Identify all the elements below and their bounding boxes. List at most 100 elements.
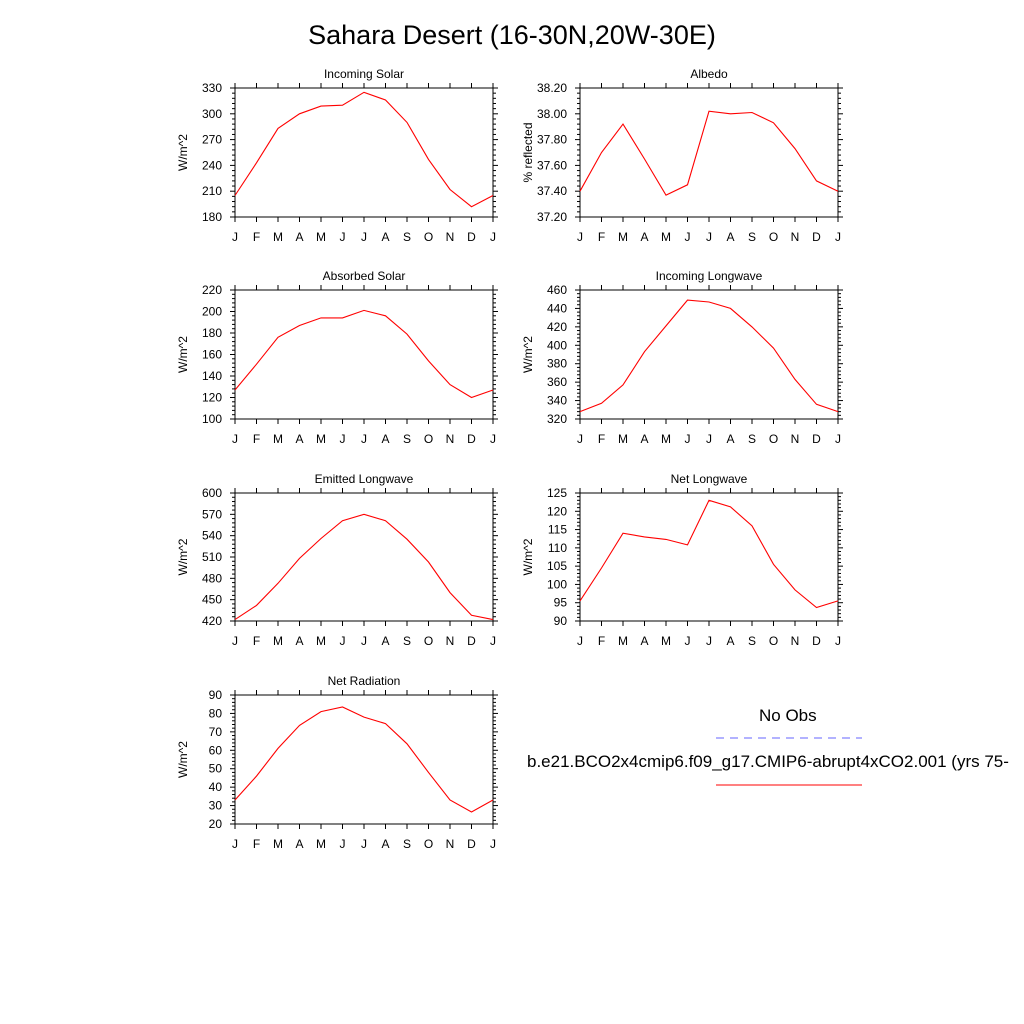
chart-panel-4: J F M A M J J A S O N D J320340360380400420440460Inc… xyxy=(521,269,843,446)
x-tick-label: A xyxy=(295,432,303,446)
chart-panel-3: J F M A M J J A S O N D J100120140160180200220Absorb… xyxy=(176,269,498,446)
x-tick-label: O xyxy=(424,634,433,648)
y-axis-label: W/m^2 xyxy=(521,336,535,373)
y-tick-label: 40 xyxy=(209,780,223,794)
x-tick-label: D xyxy=(467,230,476,244)
x-tick-label: J xyxy=(685,432,691,446)
panel-title: Net Radiation xyxy=(328,674,401,688)
y-tick-label: 600 xyxy=(202,486,222,500)
x-tick-label: J xyxy=(490,634,496,648)
x-tick-label: A xyxy=(381,837,389,851)
plot-frame xyxy=(579,289,839,420)
y-axis-label: W/m^2 xyxy=(176,336,190,373)
x-tick-label: J xyxy=(490,432,496,446)
x-tick-label: J xyxy=(232,230,238,244)
x-tick-label: A xyxy=(726,432,734,446)
x-tick-label: A xyxy=(726,230,734,244)
x-tick-label: M xyxy=(316,230,326,244)
y-tick-label: 400 xyxy=(547,338,567,352)
x-tick-label: O xyxy=(769,432,778,446)
y-tick-label: 330 xyxy=(202,81,222,95)
y-tick-label: 37.20 xyxy=(537,210,567,224)
x-tick-label: D xyxy=(812,230,821,244)
y-tick-label: 60 xyxy=(209,743,223,757)
y-tick-label: 30 xyxy=(209,799,223,813)
y-axis-label: W/m^2 xyxy=(521,538,535,575)
plot-frame xyxy=(234,289,494,420)
y-tick-label: 210 xyxy=(202,184,222,198)
y-tick-label: 90 xyxy=(209,688,223,702)
x-tick-label: D xyxy=(467,837,476,851)
x-tick-label: J xyxy=(577,432,583,446)
x-tick-label: O xyxy=(424,837,433,851)
x-tick-label: F xyxy=(253,230,260,244)
x-tick-label: N xyxy=(446,837,455,851)
x-tick-label: J xyxy=(835,230,841,244)
y-tick-label: 360 xyxy=(547,375,567,389)
x-tick-label: O xyxy=(769,634,778,648)
y-axis-label: W/m^2 xyxy=(176,741,190,778)
y-tick-label: 37.60 xyxy=(537,158,567,172)
chart-panel-1: J F M A M J J A S O N D J180210240270300330Incoming … xyxy=(176,67,498,244)
y-tick-label: 340 xyxy=(547,394,567,408)
x-tick-label: J xyxy=(577,634,583,648)
chart-panel-2: J F M A M J J A S O N D J37.2037.4037.6037.8038.0038… xyxy=(521,67,843,244)
x-tick-label: A xyxy=(381,634,389,648)
y-tick-label: 95 xyxy=(554,596,568,610)
series-line xyxy=(234,309,494,399)
y-tick-label: 20 xyxy=(209,817,223,831)
x-tick-label: J xyxy=(835,432,841,446)
x-tick-label: M xyxy=(661,230,671,244)
plot-frame xyxy=(234,694,494,825)
x-tick-label: A xyxy=(381,432,389,446)
x-tick-label: F xyxy=(598,634,605,648)
x-tick-label: O xyxy=(769,230,778,244)
legend-obs-label: No Obs xyxy=(759,706,817,725)
y-tick-label: 120 xyxy=(547,504,567,518)
plot-frame xyxy=(579,492,839,622)
x-tick-label: J xyxy=(232,432,238,446)
y-tick-label: 450 xyxy=(202,593,222,607)
y-tick-label: 38.20 xyxy=(537,81,567,95)
y-tick-label: 38.00 xyxy=(537,107,567,121)
x-tick-label: J xyxy=(706,634,712,648)
x-tick-label: M xyxy=(273,432,283,446)
legend-model-label: b.e21.BCO2x4cmip6.f09_g17.CMIP6-abrupt4x… xyxy=(527,752,1009,771)
x-tick-label: S xyxy=(748,432,756,446)
panel-title: Absorbed Solar xyxy=(323,269,406,283)
panel-title: Emitted Longwave xyxy=(315,472,414,486)
x-tick-label: J xyxy=(232,837,238,851)
page-title: Sahara Desert (16-30N,20W-30E) xyxy=(308,20,716,50)
series-line xyxy=(234,513,494,621)
x-tick-label: J xyxy=(232,634,238,648)
x-tick-label: A xyxy=(726,634,734,648)
x-tick-label: A xyxy=(640,230,648,244)
x-tick-label: J xyxy=(835,634,841,648)
y-tick-label: 460 xyxy=(547,283,567,297)
y-tick-label: 100 xyxy=(547,577,567,591)
x-tick-label: J xyxy=(490,230,496,244)
y-tick-label: 37.40 xyxy=(537,184,567,198)
y-axis-label: % reflected xyxy=(521,122,535,182)
x-tick-label: M xyxy=(273,837,283,851)
x-tick-label: S xyxy=(403,432,411,446)
series-line xyxy=(579,110,839,196)
series-line xyxy=(579,299,839,413)
x-tick-label: M xyxy=(273,230,283,244)
y-tick-label: 220 xyxy=(202,283,222,297)
x-tick-label: D xyxy=(812,432,821,446)
y-tick-label: 125 xyxy=(547,486,567,500)
y-tick-label: 420 xyxy=(547,320,567,334)
y-tick-label: 200 xyxy=(202,305,222,319)
y-tick-label: 100 xyxy=(202,412,222,426)
x-tick-label: J xyxy=(361,432,367,446)
x-tick-label: N xyxy=(791,432,800,446)
x-tick-label: M xyxy=(273,634,283,648)
x-tick-label: S xyxy=(748,230,756,244)
x-tick-label: O xyxy=(424,230,433,244)
x-tick-label: D xyxy=(467,432,476,446)
x-tick-label: N xyxy=(791,634,800,648)
x-tick-label: S xyxy=(403,230,411,244)
x-tick-label: N xyxy=(446,634,455,648)
